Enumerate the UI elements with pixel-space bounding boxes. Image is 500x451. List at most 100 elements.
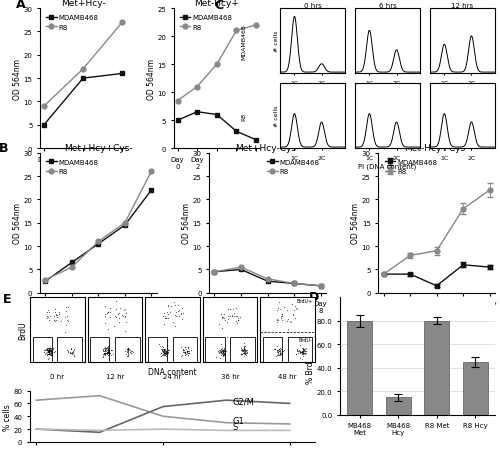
Point <box>160 352 168 359</box>
Point <box>69 347 77 354</box>
Point <box>104 309 112 316</box>
Point <box>104 345 112 352</box>
Point <box>70 346 78 353</box>
Point <box>174 302 182 309</box>
Point <box>120 306 128 313</box>
Point <box>218 348 226 355</box>
Point <box>47 349 55 356</box>
Point <box>184 344 192 351</box>
Point <box>42 349 50 356</box>
Point <box>232 318 240 325</box>
Point <box>276 352 283 359</box>
Bar <box>424 321 450 415</box>
Point <box>62 304 70 311</box>
Point <box>112 298 120 305</box>
Point <box>278 349 286 356</box>
Text: BrdU-: BrdU- <box>298 337 312 342</box>
Point <box>49 345 57 353</box>
Bar <box>172 337 197 362</box>
Point <box>122 348 130 355</box>
Point <box>218 313 226 321</box>
Point <box>46 351 54 358</box>
Point <box>164 349 172 356</box>
Point <box>162 347 170 354</box>
Point <box>220 350 228 358</box>
Point <box>220 351 228 358</box>
Point <box>296 348 304 355</box>
Y-axis label: # cells: # cells <box>274 31 278 52</box>
R8 <box>96 239 102 244</box>
Point <box>44 345 52 352</box>
Point <box>45 351 53 358</box>
Point <box>44 350 52 357</box>
Point <box>114 319 122 326</box>
Point <box>184 348 192 355</box>
Point <box>299 350 307 357</box>
Point <box>238 351 246 358</box>
Point <box>220 345 228 353</box>
Point <box>100 350 108 357</box>
Point <box>47 349 55 356</box>
Point <box>102 345 110 352</box>
Point <box>219 350 227 357</box>
Point <box>274 346 282 354</box>
Point <box>283 307 291 314</box>
Point <box>221 350 229 357</box>
Legend: MDAMB468, R8: MDAMB468, R8 <box>44 13 102 33</box>
Point <box>123 348 131 355</box>
Point <box>127 349 135 356</box>
Point <box>162 348 170 355</box>
Point <box>114 309 122 317</box>
Point <box>297 349 305 356</box>
G1 <box>160 414 166 419</box>
MDAMB468 <box>291 281 297 286</box>
Point <box>242 351 250 359</box>
Point <box>163 349 171 356</box>
R8 <box>253 23 259 28</box>
Point <box>218 325 226 332</box>
Bar <box>230 337 254 362</box>
Point <box>234 317 242 324</box>
Point <box>40 346 48 354</box>
MDAMB468 <box>234 129 239 135</box>
Point <box>299 345 307 352</box>
Point <box>44 351 52 358</box>
Point <box>298 351 306 358</box>
Point <box>292 303 300 310</box>
Point <box>218 311 226 318</box>
Point <box>274 319 281 326</box>
Point <box>44 348 52 355</box>
Point <box>101 310 109 318</box>
Point <box>272 346 280 353</box>
Point <box>160 350 168 357</box>
Point <box>276 346 284 354</box>
Point <box>172 308 180 316</box>
Point <box>44 347 52 354</box>
Point <box>157 345 165 353</box>
Point <box>46 346 54 354</box>
Point <box>108 347 116 354</box>
Point <box>46 347 54 354</box>
Point <box>40 349 48 356</box>
Point <box>171 322 179 330</box>
Point <box>104 342 112 350</box>
R8 <box>69 265 75 270</box>
Line: R8: R8 <box>212 265 323 289</box>
Point <box>300 348 308 355</box>
Point <box>275 347 283 354</box>
Point <box>102 350 110 357</box>
Point <box>162 351 170 359</box>
Text: 36 hr: 36 hr <box>220 373 240 379</box>
Point <box>180 310 188 317</box>
Point <box>159 313 167 320</box>
Point <box>276 315 284 322</box>
Point <box>182 349 190 356</box>
Point <box>156 353 164 360</box>
Point <box>160 348 168 355</box>
Point <box>49 345 57 352</box>
Point <box>104 344 112 351</box>
Point <box>102 310 110 317</box>
Point <box>124 345 132 352</box>
Point <box>171 302 179 309</box>
Point <box>100 350 108 357</box>
